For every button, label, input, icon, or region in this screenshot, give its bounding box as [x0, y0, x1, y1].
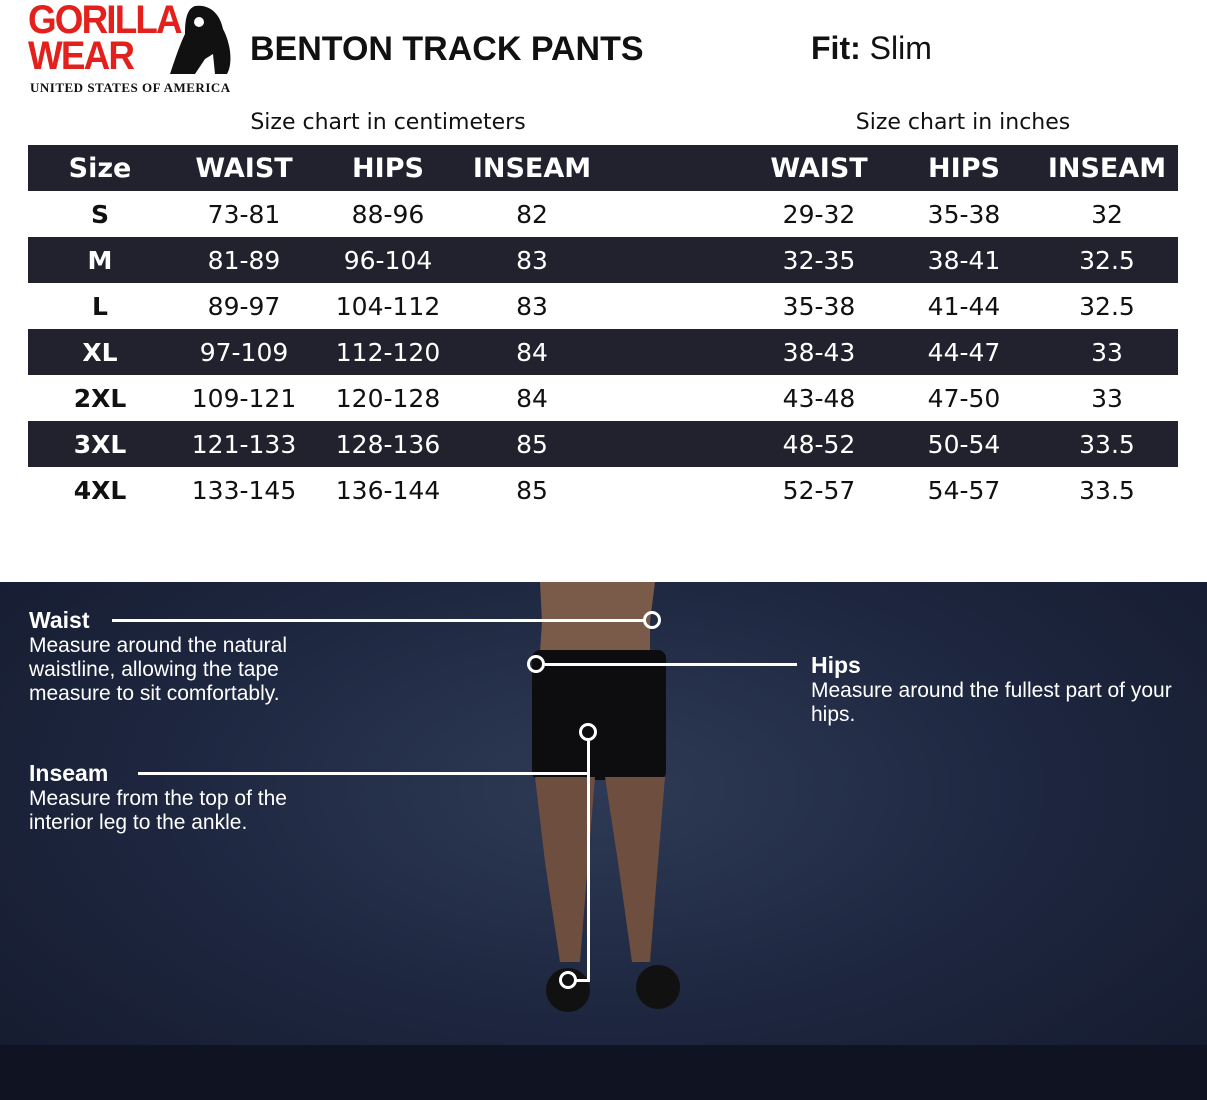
value-cell: 136-144 — [335, 475, 441, 505]
brand-logo: GORILLA WEAR — [28, 0, 183, 78]
value-cell: 121-133 — [172, 421, 316, 467]
table-row: 3XL 121-133 128-136 85 48-52 50-54 33.5 — [28, 421, 1178, 467]
value-cell: 52-57 — [782, 475, 856, 505]
table-row: 2XL 109-121 120-128 84 43-48 47-50 33 — [28, 375, 1178, 421]
inseam-line — [138, 772, 588, 775]
product-title: BENTON TRACK PANTS — [250, 30, 644, 68]
value-cell: 47-50 — [927, 383, 1001, 413]
waist-line — [112, 619, 644, 622]
value-cell: 38-41 — [892, 237, 1036, 283]
value-cell: 109-121 — [191, 383, 297, 413]
value-cell: 133-145 — [191, 475, 297, 505]
caption-inches: Size chart in inches — [855, 110, 1071, 135]
size-cell: M — [28, 237, 172, 283]
spacer-cell — [604, 191, 746, 237]
value-cell: 82 — [516, 199, 548, 229]
value-cell: 84 — [516, 383, 548, 413]
spacer-cell — [604, 329, 746, 375]
value-cell: 50-54 — [892, 421, 1036, 467]
size-cell: 3XL — [28, 421, 172, 467]
value-cell: 41-44 — [927, 291, 1001, 321]
size-cell: 4XL — [73, 475, 127, 505]
value-cell: 128-136 — [316, 421, 460, 467]
table-row: S 73-81 88-96 82 29-32 35-38 32 — [28, 191, 1178, 237]
table-row: XL 97-109 112-120 84 38-43 44-47 33 — [28, 329, 1178, 375]
bottom-band — [0, 1045, 1207, 1100]
spacer-cell — [604, 375, 746, 421]
hips-marker — [527, 655, 545, 673]
value-cell: 29-32 — [782, 199, 856, 229]
inseam-marker-bottom — [559, 971, 577, 989]
value-cell: 112-120 — [316, 329, 460, 375]
value-cell: 85 — [516, 475, 548, 505]
caption-cm: Size chart in centimeters — [250, 110, 526, 135]
value-cell: 44-47 — [892, 329, 1036, 375]
hips-line — [545, 663, 797, 666]
waist-label: Waist Measure around the natural waistlin… — [29, 607, 287, 705]
inseam-foot-line — [576, 979, 590, 982]
spacer-cell — [604, 283, 746, 329]
value-cell: 32-35 — [746, 237, 892, 283]
value-cell: 33.5 — [1079, 475, 1135, 505]
value-cell: 35-38 — [927, 199, 1001, 229]
inseam-vertical-line — [587, 741, 590, 981]
column-header: HIPS — [316, 145, 460, 191]
size-cell: 2XL — [73, 383, 127, 413]
size-cell: L — [92, 291, 108, 321]
value-cell: 120-128 — [335, 383, 441, 413]
spacer-cell — [604, 421, 746, 467]
value-cell: 88-96 — [351, 199, 425, 229]
size-cell: XL — [28, 329, 172, 375]
table-row: L 89-97 104-112 83 35-38 41-44 32.5 — [28, 283, 1178, 329]
value-cell: 33.5 — [1036, 421, 1178, 467]
value-cell: 83 — [516, 291, 548, 321]
brand-tagline: UNITED STATES OF AMERICA — [30, 80, 231, 95]
value-cell: 104-112 — [335, 291, 441, 321]
column-header: INSEAM — [460, 145, 604, 191]
column-header: INSEAM — [1036, 145, 1178, 191]
fit-info: Fit: Slim — [811, 30, 932, 66]
model-figure — [532, 582, 680, 1012]
value-cell: 33 — [1091, 383, 1123, 413]
value-cell: 83 — [460, 237, 604, 283]
column-header: WAIST — [172, 145, 316, 191]
column-header: WAIST — [746, 145, 892, 191]
table-header: Size WAIST HIPS INSEAM WAIST HIPS INSEAM — [28, 145, 1178, 191]
value-cell: 32 — [1091, 199, 1123, 229]
gorilla-icon — [170, 5, 231, 74]
value-cell: 43-48 — [782, 383, 856, 413]
value-cell: 96-104 — [316, 237, 460, 283]
value-cell: 38-43 — [746, 329, 892, 375]
value-cell: 35-38 — [782, 291, 856, 321]
size-table: Size WAIST HIPS INSEAM WAIST HIPS INSEAM S 73-81… — [28, 145, 1178, 513]
inseam-label: Inseam Measure from the top of the interi… — [29, 760, 287, 834]
column-header: HIPS — [892, 145, 1036, 191]
value-cell: 84 — [460, 329, 604, 375]
value-cell: 85 — [460, 421, 604, 467]
spacer-cell — [604, 467, 746, 513]
waist-marker — [643, 611, 661, 629]
size-cell: S — [90, 199, 109, 229]
column-header: Size — [28, 145, 172, 191]
value-cell: 54-57 — [927, 475, 1001, 505]
value-cell: 73-81 — [207, 199, 281, 229]
value-cell: 33 — [1036, 329, 1178, 375]
hips-label: Hips Measure around the fullest part of y… — [811, 652, 1172, 726]
value-cell: 32.5 — [1079, 291, 1135, 321]
column-header — [604, 145, 746, 191]
value-cell: 97-109 — [172, 329, 316, 375]
value-cell: 81-89 — [172, 237, 316, 283]
inseam-marker-top — [579, 723, 597, 741]
value-cell: 48-52 — [746, 421, 892, 467]
value-cell: 89-97 — [207, 291, 281, 321]
spacer-cell — [604, 237, 746, 283]
table-row: 4XL 133-145 136-144 85 52-57 54-57 33.5 — [28, 467, 1178, 513]
value-cell: 32.5 — [1036, 237, 1178, 283]
table-row: M 81-89 96-104 83 32-35 38-41 32.5 — [28, 237, 1178, 283]
